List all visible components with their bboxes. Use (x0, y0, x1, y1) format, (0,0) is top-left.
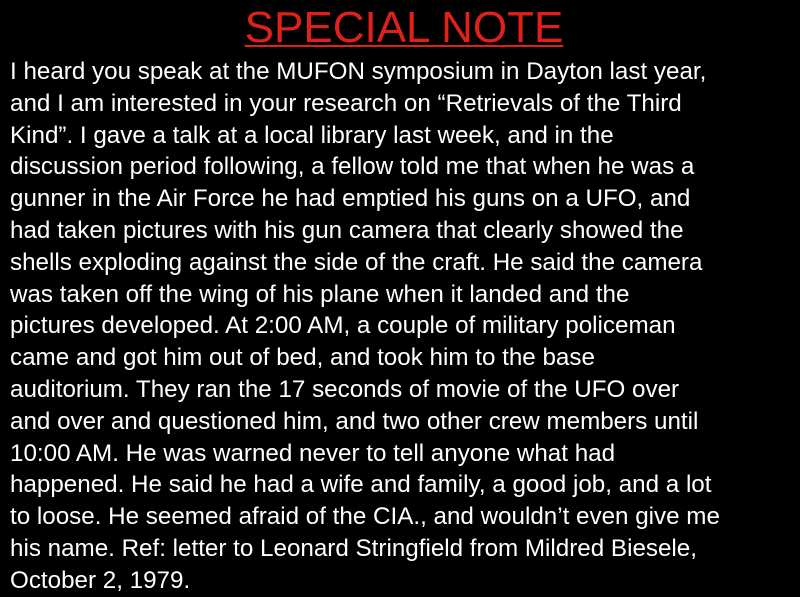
note-line: to loose. He seemed afraid of the CIA., … (10, 503, 720, 531)
note-line: shells exploding against the side of the… (10, 248, 703, 276)
note-line: October 2, 1979. (10, 566, 191, 594)
note-line: I heard you speak at the MUFON symposium… (10, 58, 707, 85)
note-line: had taken pictures with his gun camera t… (10, 216, 684, 244)
note-line: discussion period following, a fellow to… (10, 153, 695, 181)
note-line: was taken off the wing of his plane when… (10, 280, 630, 308)
note-line: pictures developed. At 2:00 AM, a couple… (10, 312, 676, 340)
note-line: Kind”. I gave a talk at a local library … (10, 121, 614, 149)
note-line: and I am interested in your research on … (10, 89, 682, 117)
note-line: 10:00 AM. He was warned never to tell an… (10, 439, 616, 467)
note-line: auditorium. They ran the 17 seconds of m… (10, 375, 680, 403)
note-line: his name. Ref: letter to Leonard Stringf… (10, 534, 697, 562)
note-line: gunner in the Air Force he had emptied h… (10, 185, 691, 213)
slide-title: SPECIAL NOTE (244, 3, 564, 52)
note-line: happened. He said he had a wife and fami… (10, 471, 712, 499)
note-body: I heard you speak at the MUFON symposium… (10, 56, 800, 597)
note-line: came and got him out of bed, and took hi… (10, 344, 595, 372)
note-line: and over and questioned him, and two oth… (10, 407, 699, 435)
